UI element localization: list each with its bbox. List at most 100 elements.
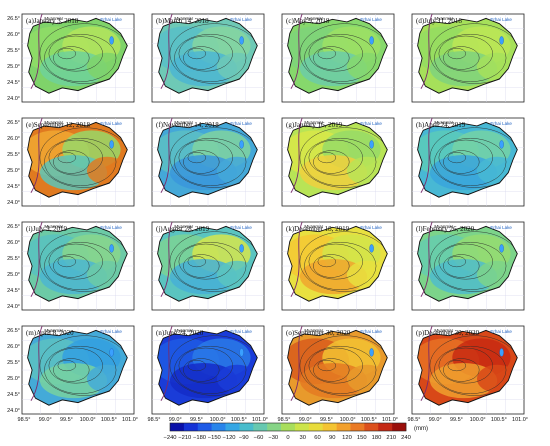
contour-line (434, 346, 507, 394)
contour-line (44, 242, 117, 290)
colorbar-tick-label: −90 (239, 435, 249, 441)
contour-line (48, 347, 103, 384)
lake-label: Erhai Lake (490, 225, 512, 230)
contour-line (438, 139, 493, 176)
y-tick-label: 25.0° (7, 64, 20, 70)
contour-line (178, 139, 233, 176)
contour-line (313, 254, 350, 278)
colorbar-swatch (267, 423, 282, 431)
map-panel: Myanmar Erhai Lake (a)January 3, 2018 26.5°… (7, 13, 135, 103)
contour-line (53, 358, 90, 382)
contour-line (178, 35, 233, 72)
region-boundary (417, 225, 518, 302)
x-tick-label: 100.0° (80, 417, 96, 423)
colorbar-tick-label: 210 (386, 435, 396, 441)
lake-shape (499, 348, 504, 357)
country-label: Myanmar (174, 224, 193, 229)
contour-line (447, 360, 466, 372)
map-panel: Myanmar Erhai Lake (m)April 8, 2020 26.5° 26… (7, 325, 138, 423)
contour-line (447, 48, 466, 60)
x-tick-label: 98.5° (148, 417, 161, 423)
border-line (30, 325, 43, 402)
y-tick-label: 25.5° (7, 360, 20, 366)
colorbar-tick-label: 60 (314, 435, 320, 441)
region-boundary (287, 329, 388, 406)
y-tick-label: 24.5° (7, 392, 20, 398)
region-boundary (27, 121, 128, 198)
x-tick-label: 98.5° (18, 417, 31, 423)
country-label: Myanmar (44, 224, 63, 229)
border-line (160, 13, 173, 90)
lake-label: Erhai Lake (490, 17, 512, 22)
panel-title: (d)July 11, 2018 (416, 17, 462, 25)
panel-title: (e)September 12, 2018 (26, 121, 90, 129)
y-tick-label: 24.5° (7, 184, 20, 190)
contour-line (48, 139, 103, 176)
y-tick-label: 24.0° (7, 200, 20, 206)
map-panel: Myanmar Erhai Lake (p)December 30, 2020 98.… (408, 325, 528, 423)
region-boundary (287, 121, 388, 198)
lake-shape (369, 36, 374, 45)
country-label: Myanmar (174, 16, 193, 21)
x-tick-label: 99.0° (299, 417, 312, 423)
contour-line (57, 360, 76, 372)
contour-line (438, 347, 493, 384)
country-label: Myanmar (434, 16, 453, 21)
lake-shape (369, 140, 374, 149)
y-tick-label: 26.5° (7, 16, 20, 22)
region-boundary (417, 329, 518, 406)
contour-line (57, 48, 76, 60)
contour-line (299, 23, 388, 84)
contour-line (174, 346, 247, 394)
panel-title: (i)July 3, 2019 (26, 225, 68, 233)
colorbar-swatch (225, 423, 240, 431)
map-panel: Myanmar Erhai Lake (f)November 14, 2018 (151, 117, 265, 207)
contour-line (438, 243, 493, 280)
border-line (290, 221, 303, 298)
colorbar-swatch (336, 423, 351, 431)
colorbar-swatch (197, 423, 212, 431)
contour-line (313, 46, 350, 70)
contour-line (299, 231, 388, 292)
country-label: Myanmar (44, 120, 63, 125)
contour-line (434, 138, 507, 186)
lake-label: Erhai Lake (230, 329, 252, 334)
lake-shape (369, 348, 374, 357)
country-label: Myanmar (44, 328, 63, 333)
region-boundary (287, 225, 388, 302)
contour-line (443, 358, 480, 382)
border-line (160, 117, 173, 194)
panel-title: (g)January 16, 2019 (286, 121, 343, 129)
border-line (30, 117, 43, 194)
contour-line (169, 23, 258, 84)
x-tick-label: 100.0° (340, 417, 356, 423)
y-tick-label: 26.5° (7, 328, 20, 334)
y-tick-label: 25.5° (7, 152, 20, 158)
colorbar-tick-label: −120 (222, 435, 235, 441)
country-label: Myanmar (434, 328, 453, 333)
contour-line (174, 138, 247, 186)
contour-line (187, 360, 206, 372)
country-label: Myanmar (304, 120, 323, 125)
colorbar-tick-label: −240 (163, 435, 176, 441)
colorbar-tick-label: 120 (342, 435, 352, 441)
contour-line (187, 152, 206, 164)
x-tick-label: 100.5° (101, 417, 117, 423)
panel-title: (l)February 26, 2020 (416, 225, 475, 233)
contour-line (174, 34, 247, 82)
contour-line (443, 46, 480, 70)
border-line (30, 13, 43, 90)
region-boundary (27, 225, 128, 302)
border-line (420, 117, 433, 194)
panel-title: (h)April 24, 2019 (416, 121, 466, 129)
contour-line (447, 256, 466, 268)
x-tick-label: 99.5° (190, 417, 203, 423)
contour-line (429, 335, 518, 396)
colorbar-swatch (350, 423, 365, 431)
contour-line (44, 138, 117, 186)
y-tick-label: 25.0° (7, 376, 20, 382)
colorbar-swatch (392, 423, 407, 431)
contour-line (317, 48, 336, 60)
colorbar-tick-label: −150 (208, 435, 221, 441)
